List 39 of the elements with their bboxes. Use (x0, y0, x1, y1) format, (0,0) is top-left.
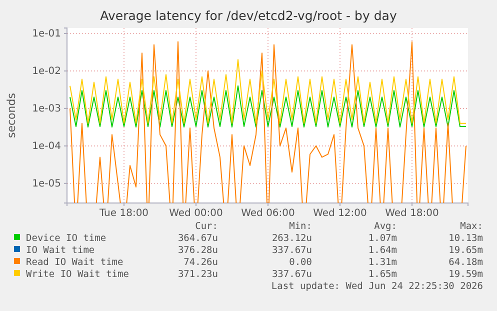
text: 19.65m (448, 245, 484, 256)
text: 0.00 (289, 257, 312, 268)
text: 64.18m (448, 257, 484, 268)
x-tick-label: Wed 12:00 (313, 208, 367, 220)
text: 19.59m (448, 269, 484, 280)
text: 1.64m (368, 245, 398, 256)
text: 74.26u (184, 257, 218, 268)
y-axis-title: seconds (5, 92, 18, 138)
x-tick-label: Wed 18:00 (385, 208, 439, 220)
text: 10.13m (448, 233, 484, 244)
text: 263.12u (272, 233, 312, 244)
x-tick-label: Tue 18:00 (98, 208, 149, 220)
legend-label: Read IO Wait time (26, 257, 124, 268)
y-tick-label: 1e-02 (32, 66, 61, 78)
legend-label: Write IO Wait time (26, 269, 130, 280)
text: Last update: Wed Jun 24 22:25:30 2026 (271, 281, 484, 292)
text: 371.23u (178, 269, 218, 280)
text: 1.07m (368, 233, 398, 244)
chart-title: Average latency for /dev/etcd2-vg/root - by day (100, 8, 398, 23)
x-tick-label: Wed 06:00 (241, 208, 295, 220)
y-tick-label: 1e-03 (32, 104, 61, 115)
text: 1.65m (368, 269, 398, 280)
text: 364.67u (178, 233, 218, 244)
line-series (70, 85, 466, 128)
text: 337.67u (272, 245, 312, 256)
text: 337.67u (272, 269, 312, 280)
legend-label: IO Wait time (26, 245, 95, 256)
text: Max: (460, 221, 483, 232)
line-series (70, 59, 466, 124)
text: Min: (289, 221, 312, 232)
legend-label: Device IO time (26, 233, 106, 244)
y-tick-label: 1e-04 (32, 141, 61, 152)
y-tick-label: 1e-01 (32, 28, 61, 40)
x-tick-label: Wed 00:00 (169, 208, 223, 220)
text: Avg: (374, 221, 397, 232)
text: 1.31m (368, 257, 398, 268)
y-tick-label: 1e-05 (32, 178, 61, 190)
text: 376.28u (178, 245, 218, 256)
text: Cur: (195, 221, 218, 232)
